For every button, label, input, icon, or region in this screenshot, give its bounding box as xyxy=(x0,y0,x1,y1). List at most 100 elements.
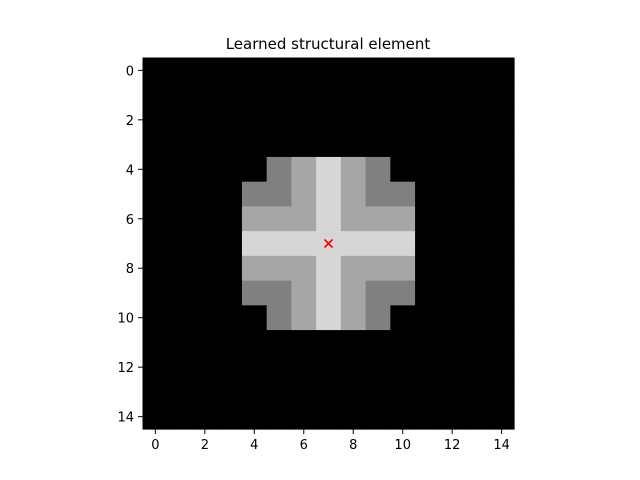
heatmap-cell-r3-c5 xyxy=(266,132,292,158)
heatmap-cell-r6-c12 xyxy=(439,206,466,232)
center-x-marker xyxy=(323,238,334,249)
heatmap-cell-r3-c8 xyxy=(340,132,367,158)
heatmap-cell-r6-c6 xyxy=(291,206,317,232)
heatmap-cell-r5-c2 xyxy=(192,181,218,207)
heatmap-cell-r12-c11 xyxy=(415,354,441,381)
heatmap-cell-r11-c3 xyxy=(217,330,243,356)
x-tick-label: 10 xyxy=(394,438,411,453)
heatmap-cell-r4-c9 xyxy=(365,156,391,183)
heatmap-cell-r3-c13 xyxy=(464,132,490,158)
heatmap-cell-r0-c5 xyxy=(266,58,292,84)
heatmap-cell-r3-c1 xyxy=(167,132,194,158)
heatmap-cell-r7-c10 xyxy=(390,231,416,257)
heatmap-cell-r11-c14 xyxy=(489,330,515,356)
heatmap-cell-r12-c9 xyxy=(365,354,391,381)
heatmap-cell-r13-c0 xyxy=(143,379,169,405)
heatmap-cell-r3-c11 xyxy=(415,132,441,158)
heatmap-cell-r12-c5 xyxy=(266,354,292,381)
heatmap-cell-r13-c4 xyxy=(241,379,268,405)
heatmap-cell-r13-c13 xyxy=(464,379,490,405)
heatmap-cell-r8-c4 xyxy=(241,255,268,282)
heatmap-cell-r5-c8 xyxy=(340,181,367,207)
heatmap-cell-r6-c13 xyxy=(464,206,490,232)
heatmap-cell-r5-c12 xyxy=(439,181,466,207)
heatmap-cell-r10-c0 xyxy=(143,305,169,331)
heatmap-cell-r0-c1 xyxy=(167,58,194,84)
heatmap-cell-r2-c9 xyxy=(365,107,391,133)
heatmap-cell-r9-c14 xyxy=(489,280,515,306)
heatmap-cell-r4-c5 xyxy=(266,156,292,183)
heatmap-cell-r2-c11 xyxy=(415,107,441,133)
heatmap-cell-r4-c0 xyxy=(143,156,169,183)
heatmap-cell-r3-c7 xyxy=(316,132,342,158)
heatmap-cell-r3-c9 xyxy=(365,132,391,158)
y-tick-label: 12 xyxy=(117,361,134,376)
heatmap-cell-r4-c10 xyxy=(390,156,416,183)
heatmap-cell-r14-c6 xyxy=(291,404,317,430)
heatmap-cell-r1-c9 xyxy=(365,82,391,109)
heatmap-cell-r9-c3 xyxy=(217,280,243,306)
heatmap-cell-r6-c3 xyxy=(217,206,243,232)
heatmap-cell-r5-c5 xyxy=(266,181,292,207)
heatmap-cell-r1-c2 xyxy=(192,82,218,109)
heatmap-cell-r14-c8 xyxy=(340,404,367,430)
heatmap-cell-r12-c6 xyxy=(291,354,317,381)
heatmap-cell-r13-c6 xyxy=(291,379,317,405)
heatmap-cell-r12-c2 xyxy=(192,354,218,381)
heatmap-cell-r4-c14 xyxy=(489,156,515,183)
heatmap-cell-r2-c0 xyxy=(143,107,169,133)
heatmap-cell-r11-c12 xyxy=(439,330,466,356)
heatmap-cell-r13-c11 xyxy=(415,379,441,405)
heatmap-cell-r1-c3 xyxy=(217,82,243,109)
heatmap-cell-r0-c2 xyxy=(192,58,218,84)
heatmap-cell-r1-c12 xyxy=(439,82,466,109)
heatmap-cell-r12-c13 xyxy=(464,354,490,381)
heatmap-cell-r3-c0 xyxy=(143,132,169,158)
heatmap-cell-r4-c12 xyxy=(439,156,466,183)
heatmap-cell-r7-c0 xyxy=(143,231,169,257)
heatmap-cell-r0-c7 xyxy=(316,58,342,84)
heatmap-cell-r5-c4 xyxy=(241,181,268,207)
heatmap-cell-r6-c5 xyxy=(266,206,292,232)
heatmap-cell-r0-c4 xyxy=(241,58,268,84)
heatmap-cell-r3-c6 xyxy=(291,132,317,158)
heatmap-cell-r7-c12 xyxy=(439,231,466,257)
heatmap-cell-r3-c3 xyxy=(217,132,243,158)
x-tick-label: 2 xyxy=(201,438,209,453)
annotation-markers xyxy=(323,238,334,249)
y-tick-label: 6 xyxy=(126,213,134,228)
heatmap-cell-r10-c3 xyxy=(217,305,243,331)
x-tick-label: 12 xyxy=(444,438,461,453)
y-tick-label: 10 xyxy=(117,312,134,327)
heatmap-cell-r8-c11 xyxy=(415,255,441,282)
heatmap-cell-r9-c6 xyxy=(291,280,317,306)
heatmap-cell-r3-c2 xyxy=(192,132,218,158)
heatmap-cell-r8-c2 xyxy=(192,255,218,282)
heatmap-cell-r7-c2 xyxy=(192,231,218,257)
heatmap-cell-r9-c8 xyxy=(340,280,367,306)
heatmap-cell-r9-c12 xyxy=(439,280,466,306)
heatmap-cell-r8-c7 xyxy=(316,255,342,282)
heatmap-cell-r9-c11 xyxy=(415,280,441,306)
heatmap-cell-r7-c4 xyxy=(241,231,268,257)
heatmap-cell-r6-c1 xyxy=(167,206,194,232)
heatmap-cell-r11-c2 xyxy=(192,330,218,356)
chart-title: Learned structural element xyxy=(226,35,431,53)
heatmap-cell-r0-c0 xyxy=(143,58,169,84)
heatmap-cell-r2-c12 xyxy=(439,107,466,133)
heatmap-cell-r9-c5 xyxy=(266,280,292,306)
heatmap-cell-r4-c7 xyxy=(316,156,342,183)
heatmap-cell-r9-c4 xyxy=(241,280,268,306)
heatmap-cell-r5-c1 xyxy=(167,181,194,207)
heatmap-cell-r1-c1 xyxy=(167,82,194,109)
heatmap-cell-r6-c9 xyxy=(365,206,391,232)
heatmap-cell-r0-c3 xyxy=(217,58,243,84)
heatmap-cell-r9-c13 xyxy=(464,280,490,306)
heatmap-cell-r1-c11 xyxy=(415,82,441,109)
heatmap-cell-r13-c8 xyxy=(340,379,367,405)
heatmap-cell-r11-c13 xyxy=(464,330,490,356)
heatmap-cell-r14-c3 xyxy=(217,404,243,430)
heatmap-cell-r5-c3 xyxy=(217,181,243,207)
heatmap-cell-r2-c5 xyxy=(266,107,292,133)
x-tick-label: 0 xyxy=(151,438,159,453)
